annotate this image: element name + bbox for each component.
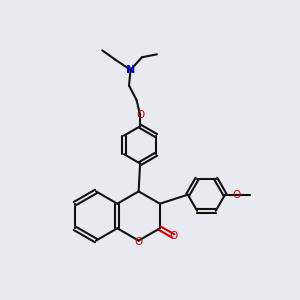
Text: O: O <box>169 231 178 241</box>
Text: O: O <box>134 237 143 247</box>
Text: O: O <box>136 110 144 120</box>
Text: O: O <box>232 190 241 200</box>
Text: N: N <box>126 65 135 75</box>
